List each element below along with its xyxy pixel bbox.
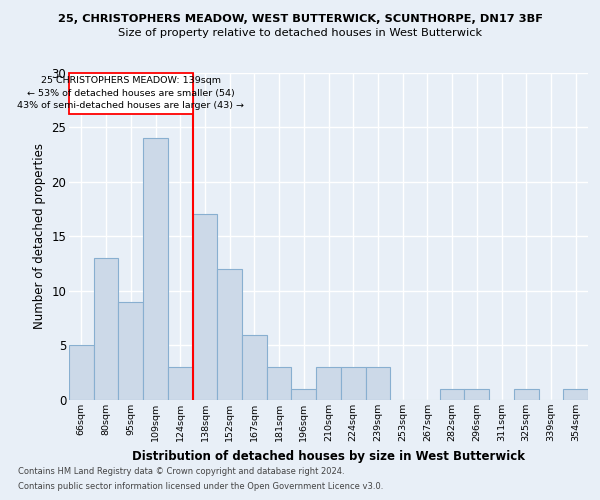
Text: Contains public sector information licensed under the Open Government Licence v3: Contains public sector information licen…	[18, 482, 383, 491]
Bar	[94, 258, 118, 400]
Bar	[292, 389, 316, 400]
Bar	[464, 389, 489, 400]
Bar	[514, 389, 539, 400]
Text: 25, CHRISTOPHERS MEADOW, WEST BUTTERWICK, SCUNTHORPE, DN17 3BF: 25, CHRISTOPHERS MEADOW, WEST BUTTERWICK…	[58, 14, 542, 24]
Bar	[217, 269, 242, 400]
Text: Size of property relative to detached houses in West Butterwick: Size of property relative to detached ho…	[118, 28, 482, 38]
Bar	[316, 367, 341, 400]
Y-axis label: Number of detached properties: Number of detached properties	[33, 143, 46, 329]
Bar	[563, 389, 588, 400]
Bar	[143, 138, 168, 400]
Bar	[168, 367, 193, 400]
Bar	[118, 302, 143, 400]
Bar	[242, 334, 267, 400]
Bar	[267, 367, 292, 400]
Bar	[341, 367, 365, 400]
Text: Contains HM Land Registry data © Crown copyright and database right 2024.: Contains HM Land Registry data © Crown c…	[18, 467, 344, 476]
X-axis label: Distribution of detached houses by size in West Butterwick: Distribution of detached houses by size …	[132, 450, 525, 462]
Bar	[69, 72, 193, 114]
Bar	[193, 214, 217, 400]
Bar	[69, 346, 94, 400]
Bar	[365, 367, 390, 400]
Bar	[440, 389, 464, 400]
Text: 25 CHRISTOPHERS MEADOW: 139sqm
← 53% of detached houses are smaller (54)
43% of : 25 CHRISTOPHERS MEADOW: 139sqm ← 53% of …	[17, 76, 244, 110]
